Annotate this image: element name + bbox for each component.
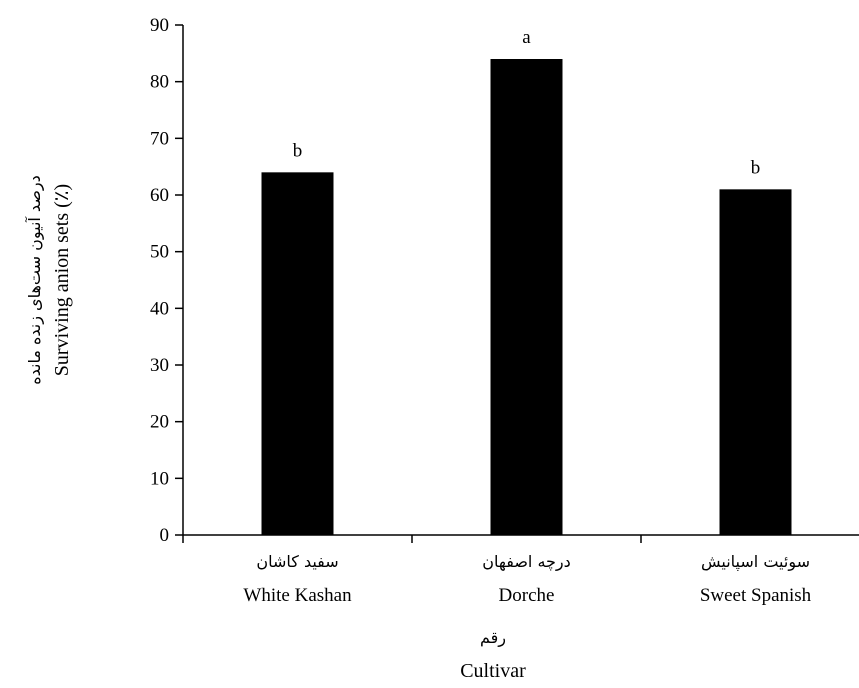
y-axis-label-fa: درصد آنیون ست‌های زنده مانده <box>25 175 45 385</box>
x-tick-label: Sweet Spanish <box>700 585 812 606</box>
bar <box>719 189 792 536</box>
y-tick-label: 60 <box>150 185 169 206</box>
bar <box>490 59 563 535</box>
y-tick-label: 20 <box>150 412 169 433</box>
plot-area: 0 10 20 30 40 50 60 70 80 90 b سفید کاشان White Kash… <box>150 15 859 606</box>
x-tick-label: White Kashan <box>243 585 352 606</box>
bar <box>261 172 334 536</box>
significance-letter: b <box>293 140 303 161</box>
y-tick-label: 0 <box>160 525 170 546</box>
x-tick-label-fa: درچه اصفهان <box>482 552 571 572</box>
y-tick-label: 90 <box>150 15 169 36</box>
x-axis-label: Cultivar <box>460 660 526 682</box>
y-tick-label: 70 <box>150 128 169 149</box>
x-axis-label-fa: رقم <box>480 628 506 648</box>
y-tick-label: 80 <box>150 72 169 93</box>
y-tick-label: 30 <box>150 355 169 376</box>
y-tick-label: 10 <box>150 468 169 489</box>
y-axis-label: Surviving anion sets (٪) <box>51 184 73 376</box>
significance-letter: b <box>751 157 761 178</box>
significance-letter: a <box>522 27 531 48</box>
y-tick-label: 50 <box>150 242 169 263</box>
x-tick-label: Dorche <box>499 585 555 606</box>
x-tick-label-fa: سوئیت اسپانیش <box>701 552 810 572</box>
x-tick-label-fa: سفید کاشان <box>256 552 338 571</box>
y-tick-label: 40 <box>150 298 169 319</box>
